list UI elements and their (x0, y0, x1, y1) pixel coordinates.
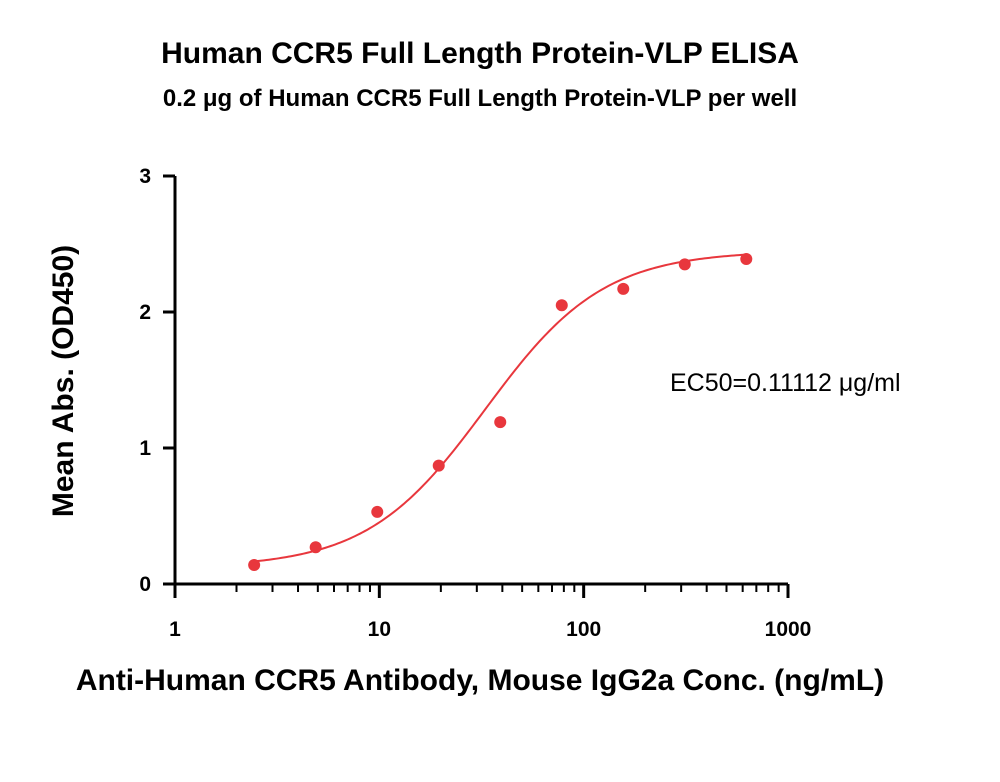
ec50-annotation: EC50=0.11112 μg/ml (670, 369, 901, 397)
data-point (740, 252, 753, 265)
fit-curve (254, 253, 747, 563)
data-point (309, 541, 322, 554)
y-tick-label: 3 (139, 165, 151, 188)
data-point (371, 505, 384, 518)
y-tick-label: 2 (139, 301, 151, 324)
data-point (494, 416, 507, 429)
data-point (617, 282, 630, 295)
data-point (678, 258, 691, 271)
y-axis-label: Mean Abs. (OD450) (47, 245, 80, 517)
x-axis-label: Anti-Human CCR5 Antibody, Mouse IgG2a Co… (76, 664, 884, 697)
x-tick-label: 10 (368, 618, 391, 641)
data-point (432, 459, 445, 472)
data-point (555, 299, 568, 312)
chart-subtitle: 0.2 μg of Human CCR5 Full Length Protein… (163, 85, 797, 112)
chart-title: Human CCR5 Full Length Protein-VLP ELISA (161, 37, 799, 70)
y-tick-label: 1 (139, 437, 151, 460)
x-tick-label: 1 (169, 618, 181, 641)
data-points-layer (248, 252, 753, 571)
fit-curve-layer (254, 253, 747, 563)
data-point (248, 558, 261, 571)
x-tick-label: 100 (566, 618, 601, 641)
x-tick-label: 1000 (765, 618, 812, 641)
y-tick-label: 0 (139, 573, 151, 596)
